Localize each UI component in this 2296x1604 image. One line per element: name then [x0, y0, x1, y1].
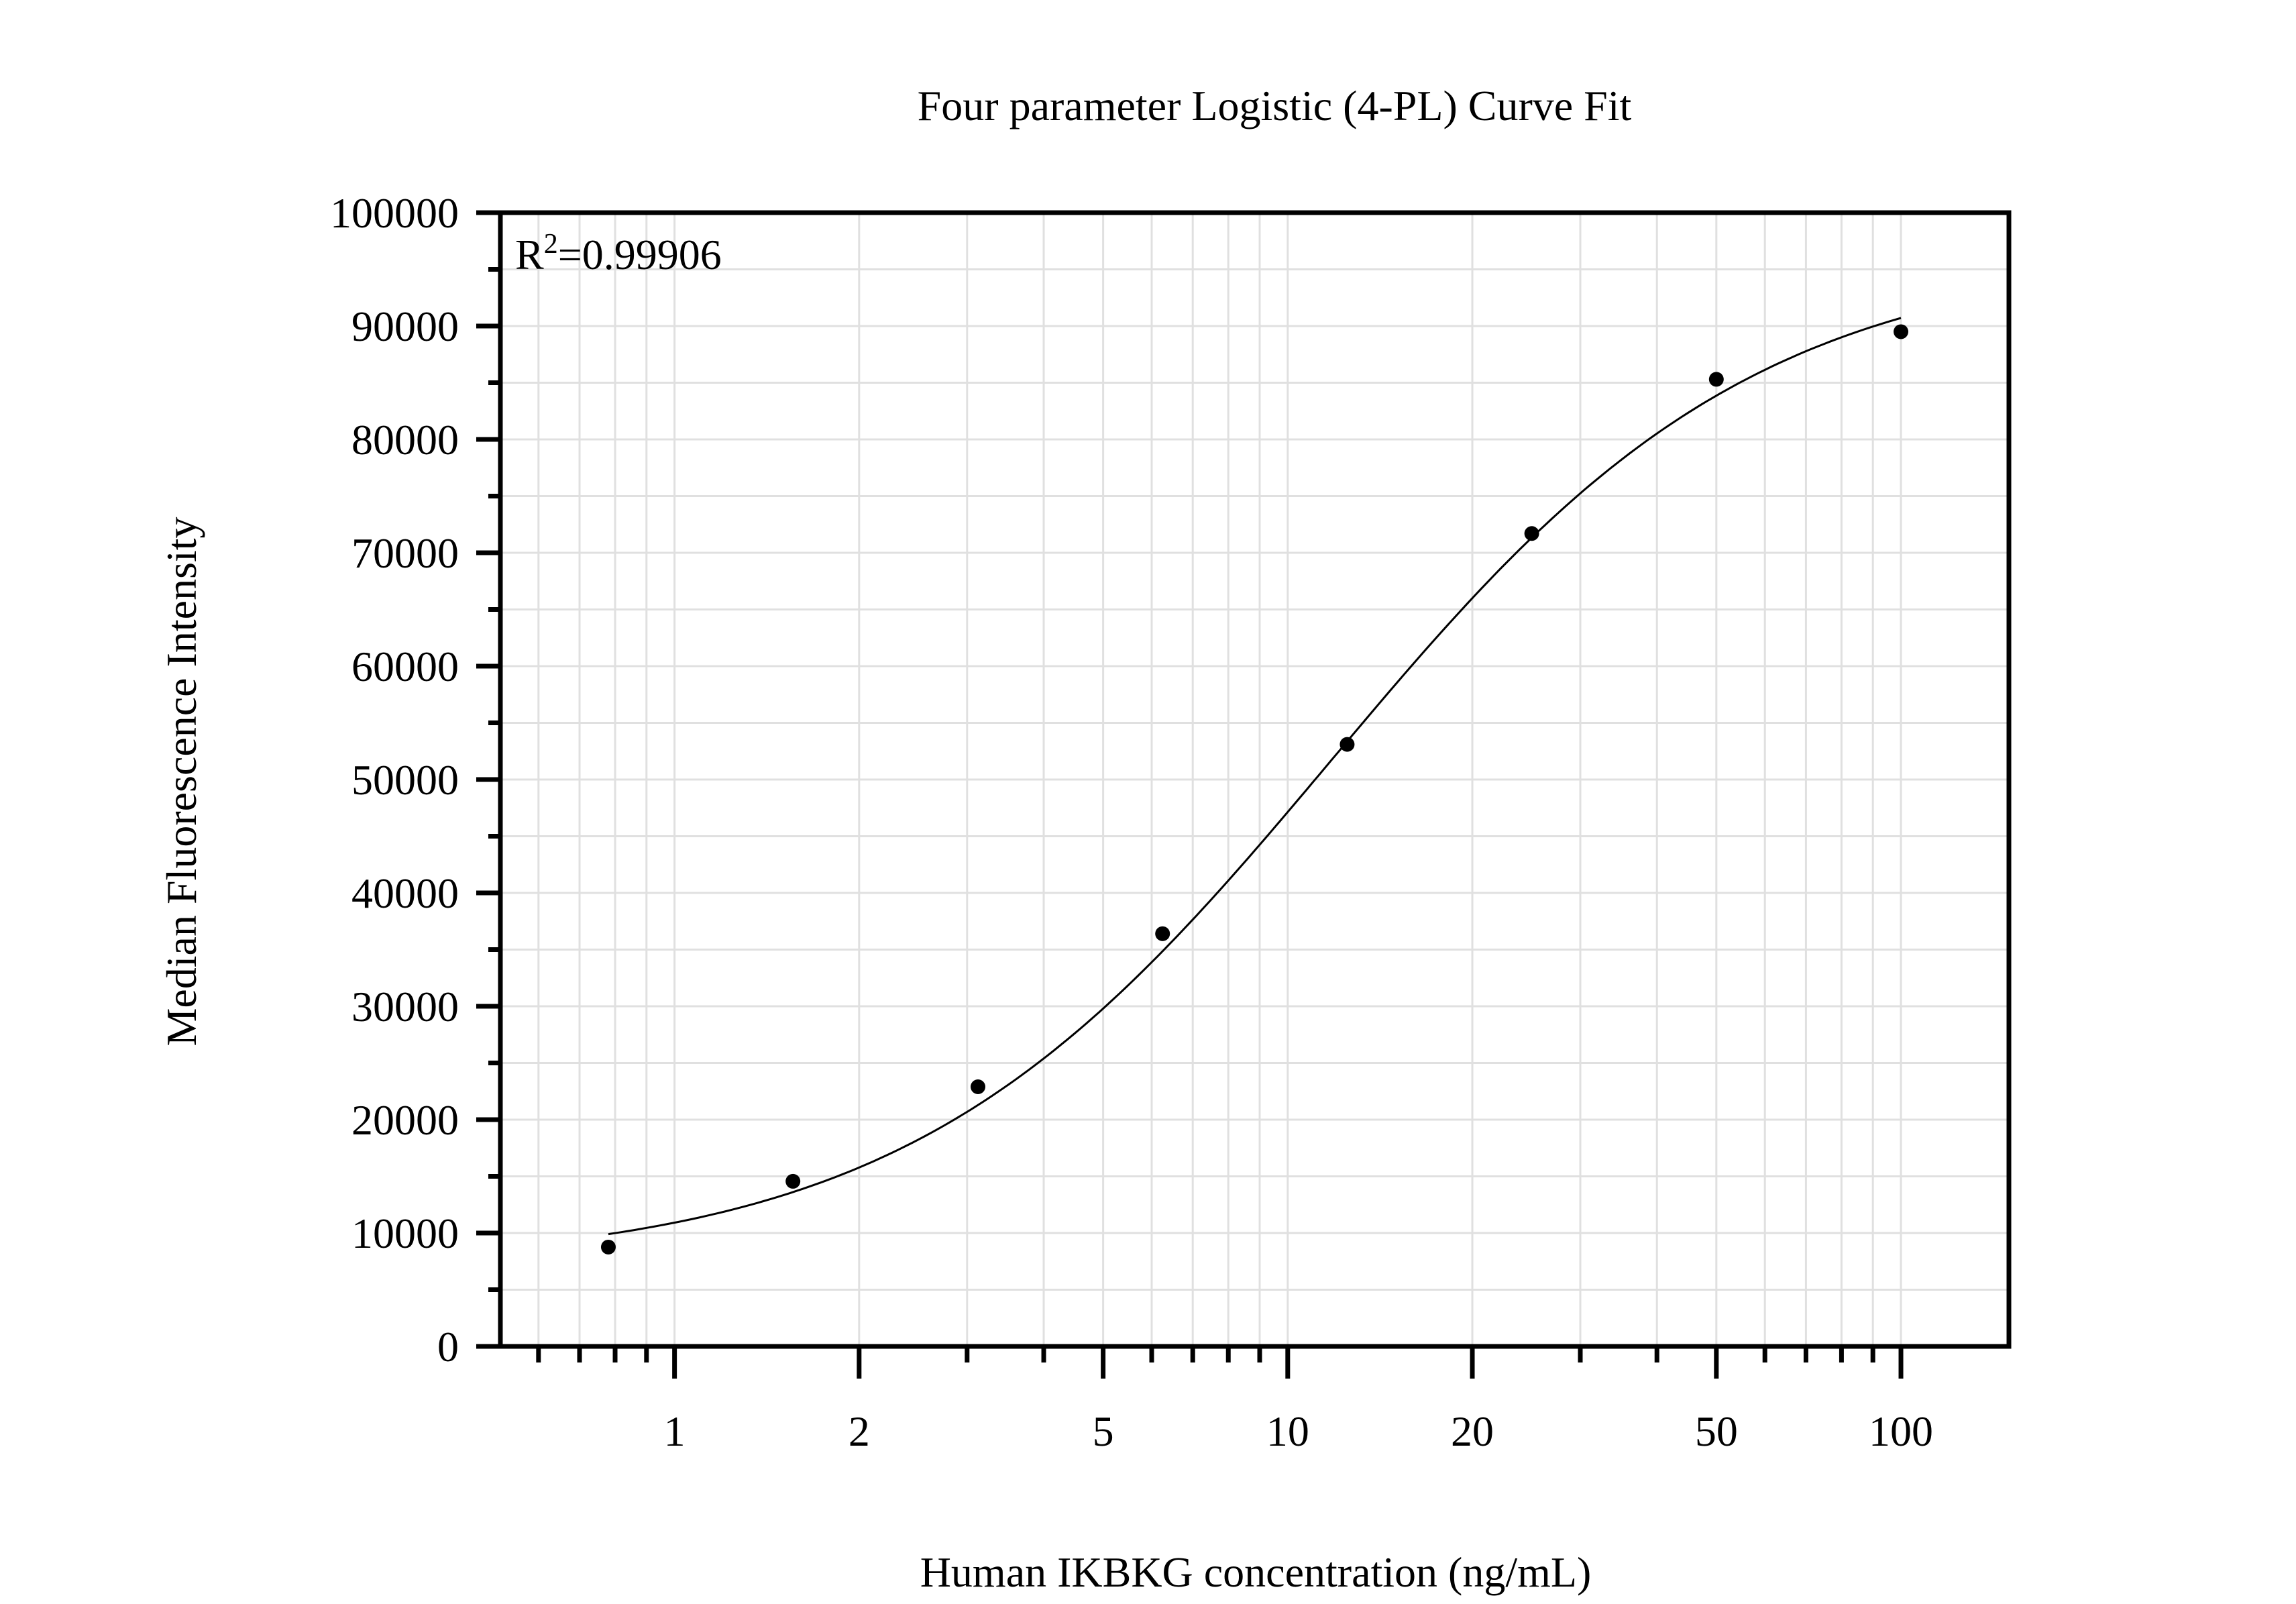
data-points	[600, 324, 1909, 1254]
data-point	[785, 1173, 801, 1189]
data-point	[1708, 372, 1724, 387]
r-label: R	[515, 231, 544, 278]
fit-curve-path	[608, 317, 1902, 1236]
x-axis-label: Human IKBKG concentration (ng/mL)	[920, 1548, 1592, 1596]
y-tick-label: 90000	[351, 303, 459, 350]
x-tick-label: 50	[1695, 1407, 1738, 1455]
data-point	[1340, 737, 1355, 752]
y-tick-label: 0	[437, 1323, 459, 1371]
y-tick-label: 80000	[351, 416, 459, 464]
y-tick-label: 20000	[351, 1096, 459, 1144]
y-axis-label: Median Fluorescence Intensity	[158, 517, 205, 1046]
r-superscript: 2	[544, 229, 558, 260]
r-value: =0.99906	[558, 231, 722, 278]
y-tick-label: 30000	[351, 983, 459, 1030]
y-tick-label: 10000	[351, 1210, 459, 1257]
x-tick-label: 5	[1093, 1407, 1114, 1455]
x-axis-ticks: 1 2 5 10 20 50 100	[536, 1346, 1933, 1455]
chart-title: Four parameter Logistic (4-PL) Curve Fit	[918, 82, 1632, 129]
x-tick-label: 20	[1451, 1407, 1494, 1455]
gridlines	[500, 213, 2009, 1346]
r-squared-annotation: R2=0.99906	[515, 229, 722, 278]
data-point	[600, 1239, 616, 1254]
data-point	[1894, 324, 1909, 339]
y-tick-label: 40000	[351, 869, 459, 917]
x-tick-label: 2	[849, 1407, 870, 1455]
y-axis-ticks: 0 10000 20000 30000 40000 50000 60000 70000 8000…	[330, 189, 500, 1371]
x-tick-label: 10	[1266, 1407, 1309, 1455]
data-point	[1524, 526, 1539, 541]
data-point	[1155, 926, 1170, 941]
y-tick-label: 60000	[351, 643, 459, 690]
x-tick-label: 1	[664, 1407, 686, 1455]
y-tick-label: 100000	[330, 189, 459, 237]
y-tick-label: 50000	[351, 756, 459, 804]
x-tick-label: 100	[1869, 1407, 1933, 1455]
y-tick-label: 70000	[351, 529, 459, 577]
fit-curve	[608, 317, 1902, 1236]
data-point	[971, 1079, 986, 1094]
